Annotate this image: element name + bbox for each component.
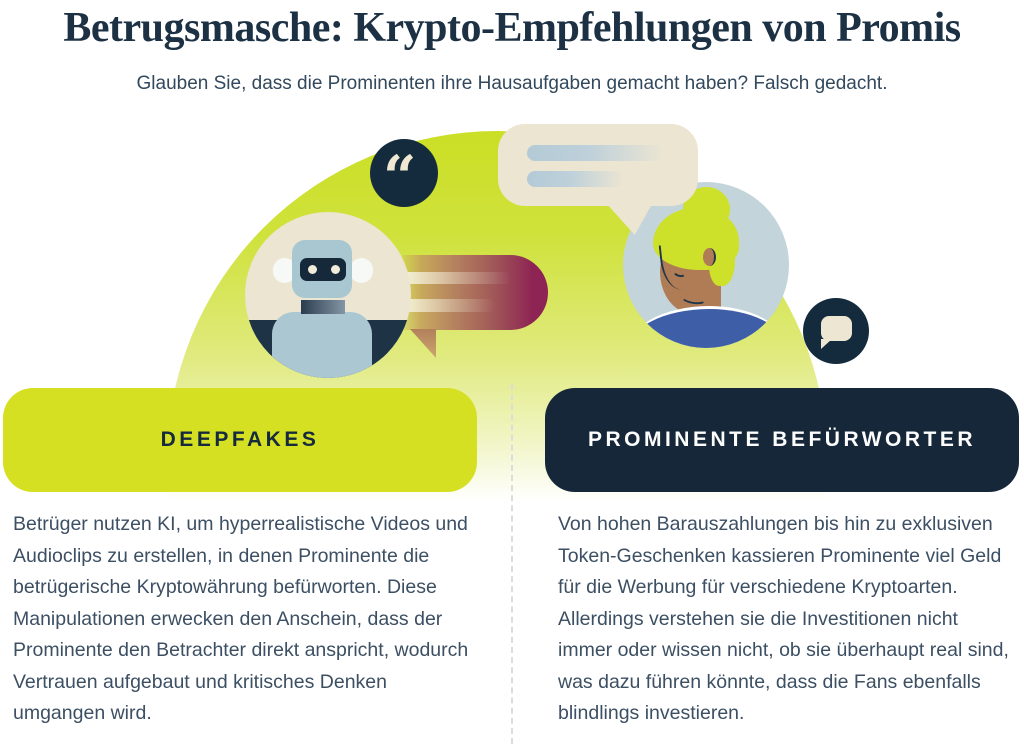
robot-ear-shape [350, 258, 373, 283]
chat-bubble-shape [821, 316, 852, 341]
page-title: Betrugsmasche: Krypto-Empfehlungen von P… [63, 5, 961, 51]
celebrity-shirt-shape [627, 306, 785, 348]
distorted-speech-bubble [397, 255, 548, 330]
chat-bubble-tail-shape [821, 339, 832, 349]
chat-icon [803, 298, 869, 364]
speech-line-icon [397, 272, 511, 284]
robot-neck-shape [301, 300, 345, 314]
speech-line-icon [527, 171, 623, 187]
speech-bubble [498, 124, 698, 206]
robot-eye-shape [331, 265, 340, 274]
section-header-deepfakes: DEEPFAKES [3, 388, 477, 492]
celebrity-ear-shape [703, 248, 716, 266]
page-subtitle: Glauben Sie, dass die Prominenten ihre H… [136, 73, 888, 94]
celebrity-avatar [623, 182, 789, 348]
quote-icon: “ [370, 139, 438, 207]
robot-faceplate-shape [300, 258, 346, 281]
robot-body-shape [272, 312, 372, 378]
prominente-body-text: Von hohen Barauszahlungen bis hin zu exk… [558, 513, 1009, 724]
quote-glyph: “ [383, 143, 419, 207]
section-header-prominente-befuerworter: PROMINENTE BEFÜRWORTER [545, 388, 1019, 492]
deepfakes-body-text: Betrüger nutzen KI, um hyperrealistische… [13, 513, 469, 724]
speech-line-icon [397, 299, 495, 312]
speech-line-icon [527, 145, 663, 161]
robot-avatar [245, 212, 411, 378]
column-divider [511, 384, 513, 744]
robot-ear-shape [273, 258, 296, 283]
robot-eye-shape [308, 265, 317, 274]
